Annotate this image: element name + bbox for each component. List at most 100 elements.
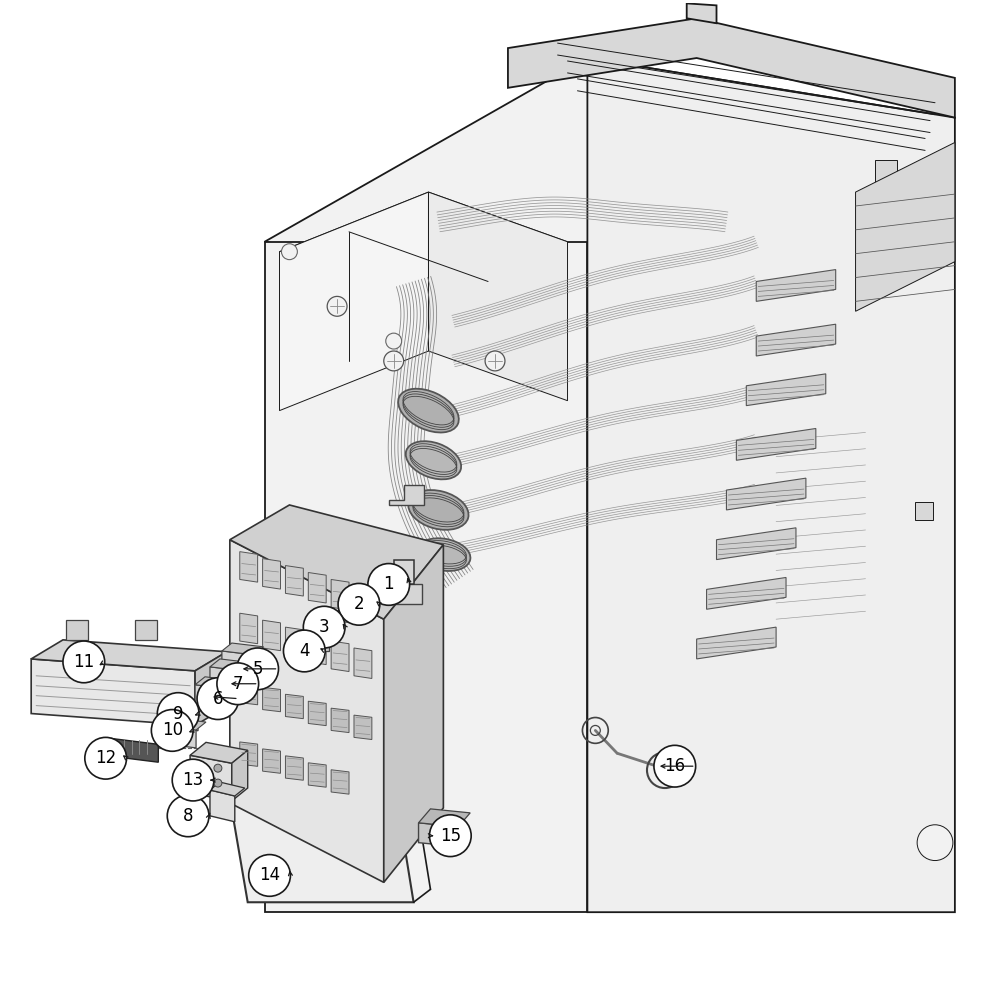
Text: 3: 3 xyxy=(319,618,330,636)
Circle shape xyxy=(485,351,505,371)
Circle shape xyxy=(327,296,347,316)
Polygon shape xyxy=(210,659,254,671)
Text: 10: 10 xyxy=(161,721,183,739)
Text: 2: 2 xyxy=(354,595,365,613)
Circle shape xyxy=(385,333,401,349)
Text: 7: 7 xyxy=(232,675,243,693)
Polygon shape xyxy=(210,790,235,822)
Polygon shape xyxy=(286,756,304,780)
Polygon shape xyxy=(135,620,157,640)
Polygon shape xyxy=(111,738,158,762)
Polygon shape xyxy=(66,620,88,640)
Circle shape xyxy=(237,648,279,690)
Polygon shape xyxy=(686,3,716,23)
Polygon shape xyxy=(263,559,281,589)
Polygon shape xyxy=(280,192,568,301)
Circle shape xyxy=(338,604,356,622)
Circle shape xyxy=(249,855,291,896)
Polygon shape xyxy=(210,782,245,796)
Polygon shape xyxy=(280,192,428,411)
Polygon shape xyxy=(746,374,826,406)
Circle shape xyxy=(304,606,345,648)
Polygon shape xyxy=(716,528,796,560)
Text: 5: 5 xyxy=(252,660,263,678)
Text: 1: 1 xyxy=(383,575,394,593)
Circle shape xyxy=(214,779,222,787)
Polygon shape xyxy=(195,677,241,689)
Text: 8: 8 xyxy=(183,807,193,825)
Polygon shape xyxy=(706,577,786,609)
Polygon shape xyxy=(376,560,413,584)
Ellipse shape xyxy=(408,490,468,530)
Polygon shape xyxy=(286,566,304,596)
Circle shape xyxy=(196,779,204,787)
Text: 16: 16 xyxy=(664,757,685,775)
Polygon shape xyxy=(418,823,458,847)
Polygon shape xyxy=(222,643,264,655)
Circle shape xyxy=(368,564,409,605)
Ellipse shape xyxy=(416,538,470,571)
Circle shape xyxy=(429,815,471,857)
Polygon shape xyxy=(190,755,232,801)
Circle shape xyxy=(654,745,695,787)
Polygon shape xyxy=(354,648,372,678)
Bar xyxy=(875,160,897,182)
Circle shape xyxy=(284,630,325,672)
Polygon shape xyxy=(309,763,326,787)
Polygon shape xyxy=(331,708,349,733)
Polygon shape xyxy=(726,478,806,510)
Polygon shape xyxy=(428,192,568,401)
Polygon shape xyxy=(210,667,244,693)
Polygon shape xyxy=(195,685,231,713)
Polygon shape xyxy=(286,627,304,658)
Polygon shape xyxy=(158,718,206,730)
Polygon shape xyxy=(756,270,836,301)
Polygon shape xyxy=(222,651,254,675)
Polygon shape xyxy=(354,715,372,740)
Polygon shape xyxy=(588,58,955,912)
Polygon shape xyxy=(696,627,776,659)
Polygon shape xyxy=(240,613,258,644)
Circle shape xyxy=(282,244,298,260)
Polygon shape xyxy=(286,694,304,719)
Polygon shape xyxy=(309,701,326,726)
Circle shape xyxy=(217,663,259,705)
Polygon shape xyxy=(158,725,196,748)
Polygon shape xyxy=(265,58,955,301)
Polygon shape xyxy=(331,770,349,794)
Ellipse shape xyxy=(398,389,459,432)
Polygon shape xyxy=(388,485,423,505)
Polygon shape xyxy=(263,749,281,773)
Polygon shape xyxy=(265,242,588,912)
Polygon shape xyxy=(240,742,258,766)
Text: 4: 4 xyxy=(299,642,310,660)
Circle shape xyxy=(151,710,193,751)
Polygon shape xyxy=(230,505,443,619)
Text: 12: 12 xyxy=(95,749,117,767)
Polygon shape xyxy=(263,687,281,712)
Circle shape xyxy=(197,678,239,720)
Polygon shape xyxy=(383,545,443,882)
Polygon shape xyxy=(230,540,383,882)
Polygon shape xyxy=(240,680,258,705)
Circle shape xyxy=(338,583,379,625)
Circle shape xyxy=(85,737,126,779)
Circle shape xyxy=(917,825,953,861)
Polygon shape xyxy=(386,584,421,604)
Circle shape xyxy=(345,589,369,613)
Polygon shape xyxy=(162,709,198,731)
Circle shape xyxy=(167,795,209,837)
Polygon shape xyxy=(309,634,326,665)
Polygon shape xyxy=(508,18,955,118)
Ellipse shape xyxy=(405,441,461,479)
Polygon shape xyxy=(195,652,227,725)
Polygon shape xyxy=(31,640,227,671)
Text: 11: 11 xyxy=(73,653,95,671)
Polygon shape xyxy=(162,701,208,713)
Circle shape xyxy=(172,759,214,801)
Polygon shape xyxy=(856,142,955,311)
Polygon shape xyxy=(736,428,816,460)
Text: 13: 13 xyxy=(182,771,204,789)
Polygon shape xyxy=(354,586,372,617)
Polygon shape xyxy=(305,639,329,651)
